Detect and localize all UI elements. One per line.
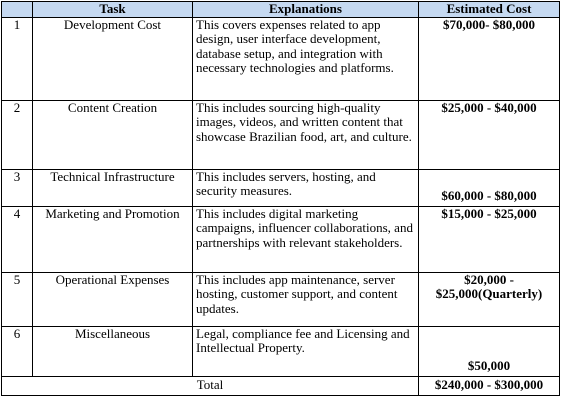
row-number: 4 bbox=[1, 205, 33, 273]
row-number: 5 bbox=[1, 271, 33, 327]
row-cost-line: $20,000 - bbox=[464, 271, 514, 287]
row-cost: $60,000 - $80,000 bbox=[418, 168, 560, 207]
row-cost: $70,000- $80,000 bbox=[418, 16, 560, 101]
total-label: Total bbox=[1, 375, 419, 396]
row-cost-line: $25,000(Quarterly) bbox=[435, 286, 543, 301]
header-estimated-cost: Estimated Cost bbox=[418, 1, 560, 18]
row-explanation: This includes digital marketing campaign… bbox=[192, 205, 419, 273]
table-row: 6 Miscellaneous Legal, compliance fee an… bbox=[1, 325, 560, 377]
row-task: Miscellaneous bbox=[32, 325, 193, 377]
header-row: Task Explanations Estimated Cost bbox=[1, 1, 560, 18]
row-explanation: This covers expenses related to app desi… bbox=[192, 16, 419, 101]
row-task: Development Cost bbox=[32, 16, 193, 101]
row-number: 1 bbox=[1, 16, 33, 101]
row-task: Marketing and Promotion bbox=[32, 205, 193, 273]
header-explanations: Explanations bbox=[192, 1, 419, 18]
total-cost: $240,000 - $300,000 bbox=[418, 375, 560, 396]
row-task: Content Creation bbox=[32, 99, 193, 170]
row-number: 2 bbox=[1, 99, 33, 170]
row-task: Technical Infrastructure bbox=[32, 168, 193, 207]
row-cost: $15,000 - $25,000 bbox=[418, 205, 560, 273]
table-row: 1 Development Cost This covers expenses … bbox=[1, 16, 560, 101]
table-row: 4 Marketing and Promotion This includes … bbox=[1, 205, 560, 273]
row-number: 6 bbox=[1, 325, 33, 377]
total-row: Total $240,000 - $300,000 bbox=[1, 375, 560, 396]
row-explanation: This includes app maintenance, server ho… bbox=[192, 271, 419, 327]
table-row: 3 Technical Infrastructure This includes… bbox=[1, 168, 560, 207]
table-row: 5 Operational Expenses This includes app… bbox=[1, 271, 560, 327]
row-explanation: This includes servers, hosting, and secu… bbox=[192, 168, 419, 207]
table-row: 2 Content Creation This includes sourcin… bbox=[1, 99, 560, 170]
row-task: Operational Expenses bbox=[32, 271, 193, 327]
header-number bbox=[1, 1, 33, 18]
cost-table: Task Explanations Estimated Cost 1 Devel… bbox=[1, 1, 560, 396]
row-number: 3 bbox=[1, 168, 33, 207]
header-task: Task bbox=[32, 1, 193, 18]
row-explanation: Legal, compliance fee and Licensing and … bbox=[192, 325, 419, 377]
row-cost: $25,000 - $40,000 bbox=[418, 99, 560, 170]
row-cost: $20,000 - $25,000(Quarterly) bbox=[418, 271, 560, 327]
row-cost: $50,000 bbox=[418, 325, 560, 377]
row-explanation: This includes sourcing high-quality imag… bbox=[192, 99, 419, 170]
